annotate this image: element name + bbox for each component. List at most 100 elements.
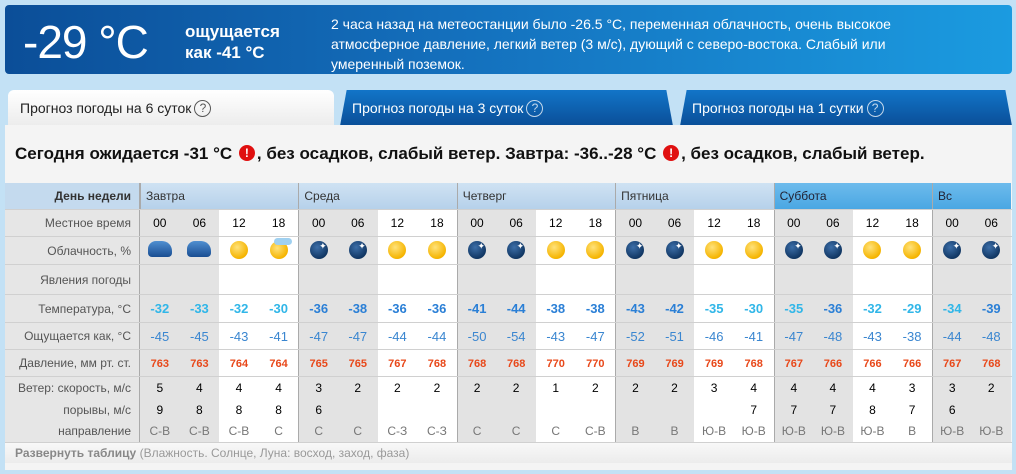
help-icon[interactable]: ?: [866, 100, 884, 117]
sun-icon: [427, 241, 446, 259]
station-description: 2 часа назад на метеостанции было -26.5 …: [331, 16, 891, 72]
pressure-value: 763: [190, 358, 209, 370]
sun-icon: [546, 241, 565, 259]
feels-value: -44: [387, 329, 407, 344]
direction-value: С: [314, 424, 323, 438]
clouds-cell: [694, 237, 734, 264]
pressure-value: 770: [586, 358, 605, 370]
row-label: Облачность, %: [5, 237, 140, 264]
wind-cell: 4: [733, 377, 774, 400]
direction-cell: С: [535, 420, 576, 442]
temp-cell: -33: [179, 295, 220, 322]
day-header: Четверг: [456, 183, 616, 209]
time-value: 18: [430, 216, 444, 230]
sun-icon: [705, 241, 724, 259]
day-header: Вс: [931, 183, 1012, 209]
clouds-cell: [615, 232, 655, 264]
temp-cell: -32: [219, 295, 259, 322]
pressure-value: 769: [626, 358, 645, 370]
gusts-cell: [694, 400, 734, 420]
pressure-cell: 768: [733, 350, 774, 376]
clear-night-icon: [943, 232, 962, 260]
feels-value: -48: [823, 329, 843, 344]
gusts-cell: 8: [179, 400, 220, 420]
feels-value: -43: [863, 329, 882, 344]
temp-cell: -39: [971, 295, 1012, 322]
pressure-cell: 769: [694, 350, 734, 376]
temp-value: -36: [309, 301, 329, 316]
time-value: 06: [351, 216, 365, 230]
temp-cell: -34: [931, 295, 972, 322]
feels-value: -47: [348, 329, 368, 344]
temp-cell: -36: [298, 295, 338, 322]
pressure-cell: 765: [298, 350, 338, 376]
pressure-value: 768: [982, 358, 1001, 370]
direction-value: Ю-В: [860, 424, 885, 438]
wind-cell: 3: [694, 377, 734, 400]
time-value: 12: [390, 216, 405, 230]
wind-value: 1: [552, 381, 560, 395]
gusts-cell: [417, 400, 457, 420]
pressure-value: 768: [506, 358, 526, 370]
gusts-value: 7: [829, 403, 837, 417]
tab-label: Прогноз погоды на 3 суток: [352, 100, 524, 116]
clouds-cell: [456, 232, 497, 264]
time-cell: 12: [219, 210, 259, 236]
row-gusts: порывы, м/с 9 8 8 8 6 7 7 7 8 7 6: [5, 400, 1012, 420]
wind-value: 4: [235, 381, 243, 395]
time-cell: 12: [535, 210, 576, 236]
feels-cell: -47: [298, 323, 338, 349]
direction-value: С: [472, 424, 482, 438]
warning-icon[interactable]: !: [663, 145, 680, 161]
direction-cell: Ю-В: [773, 420, 814, 442]
time-cell: 00: [140, 210, 180, 236]
tab-6-days[interactable]: Прогноз погоды на 6 суток?: [8, 90, 334, 126]
row-label: Ветер: скорость, м/с: [5, 377, 140, 400]
temp-value: -32: [229, 301, 249, 316]
help-icon[interactable]: ?: [526, 100, 544, 117]
clouds-cell: [298, 232, 338, 264]
wind-value: 5: [156, 381, 164, 395]
time-cell: 12: [694, 210, 734, 236]
sun-icon: [586, 241, 605, 259]
tab-label: Прогноз погоды на 1 сутки: [692, 100, 864, 116]
tab-1-day[interactable]: Прогноз погоды на 1 сутки?: [680, 90, 1012, 126]
phenomena-cell: [140, 265, 180, 294]
help-icon[interactable]: ?: [194, 100, 212, 117]
clear-night-icon: [309, 232, 328, 260]
phenomena-cell: [496, 265, 536, 294]
pressure-cell: 769: [654, 350, 695, 376]
wind-value: 2: [987, 381, 995, 395]
wind-cell: 5: [140, 377, 180, 400]
day-header-row: День недели Завтра Среда Четверг Пятница Субб…: [5, 183, 1012, 210]
row-pressure: Давление, мм рт. ст. 763 763 764 764 765 765 76…: [5, 350, 1012, 377]
current-weather-banner: -29 °C ощущается как -41 °C 2 часа назад …: [5, 5, 1012, 74]
gusts-value: 8: [869, 403, 876, 417]
pressure-cell: 764: [258, 350, 299, 376]
feels-cell: -47: [337, 323, 378, 349]
warning-icon[interactable]: !: [238, 145, 255, 161]
wind-cell: 3: [298, 377, 338, 400]
wind-value: 4: [829, 381, 837, 395]
feels-cell: -51: [654, 323, 695, 349]
wind-value: 4: [790, 381, 798, 395]
time-value: 06: [509, 216, 523, 230]
direction-value: В: [908, 424, 917, 438]
wind-value: 2: [512, 381, 520, 395]
feels-cell: -38: [892, 323, 932, 349]
wind-cell: 4: [219, 377, 259, 400]
clouds-cell: [140, 237, 180, 264]
pressure-value: 763: [150, 358, 169, 370]
time-cell: 18: [892, 210, 932, 236]
direction-cell: С-В: [179, 420, 220, 442]
expand-table-link[interactable]: Развернуть таблицу (Влажность. Солнце, Л…: [5, 443, 1012, 463]
clouds-cell: [813, 232, 853, 264]
feels-value: -43: [229, 329, 249, 344]
clouds-cell: [971, 232, 1012, 264]
direction-cell: Ю-В: [813, 420, 853, 442]
time-value: 06: [667, 216, 682, 230]
direction-cell: С-З: [377, 420, 418, 442]
day-header: Пятница: [615, 183, 774, 209]
feels-cell: -54: [496, 323, 536, 349]
tab-3-days[interactable]: Прогноз погоды на 3 суток?: [340, 90, 673, 126]
